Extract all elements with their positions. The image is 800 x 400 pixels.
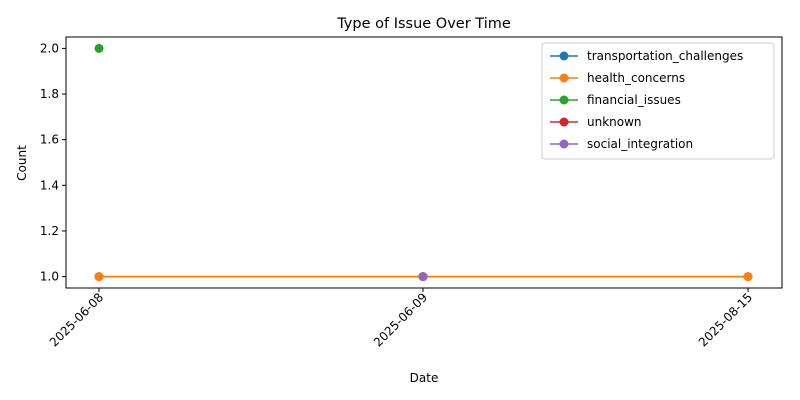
- plot-frame: [65, 36, 783, 289]
- legend-item: transportation_challenges: [550, 49, 743, 63]
- data-point: [418, 272, 428, 282]
- y-axis: 1.0 1.2 1.4 1.6 1.8 2.0: [40, 41, 66, 284]
- legend-label: health_concerns: [587, 71, 685, 85]
- legend-item: unknown: [550, 115, 642, 129]
- y-tick-label: 1.8: [40, 87, 59, 101]
- data-point: [94, 272, 104, 282]
- legend-item: health_concerns: [550, 71, 685, 85]
- legend-marker: [559, 117, 569, 127]
- legend-label: transportation_challenges: [587, 49, 743, 63]
- legend-marker: [559, 95, 569, 105]
- legend-label: financial_issues: [587, 93, 681, 107]
- legend-item: social_integration: [550, 137, 693, 151]
- series-layer: [94, 43, 753, 282]
- chart-title: Type of Issue Over Time: [336, 16, 511, 32]
- legend-box: [541, 42, 775, 160]
- series-financial_issues: [94, 43, 104, 53]
- y-tick-label: 1.4: [40, 178, 59, 192]
- data-point: [94, 43, 104, 53]
- y-tick-label: 1.2: [40, 224, 59, 238]
- y-axis-title: Count: [15, 145, 29, 181]
- x-axis-title: Date: [410, 371, 439, 385]
- series-social_integration: [418, 272, 428, 282]
- y-tick-label: 2.0: [40, 41, 59, 55]
- legend-marker: [559, 73, 569, 83]
- legend: transportation_challenges health_concerns…: [541, 42, 775, 160]
- legend-marker: [559, 139, 569, 149]
- data-point: [743, 272, 753, 282]
- legend-item: financial_issues: [550, 93, 681, 107]
- y-tick-label: 1.0: [40, 270, 59, 284]
- legend-label: social_integration: [587, 137, 693, 151]
- legend-label: unknown: [587, 115, 642, 129]
- y-tick-label: 1.6: [40, 133, 59, 147]
- legend-marker: [559, 51, 569, 61]
